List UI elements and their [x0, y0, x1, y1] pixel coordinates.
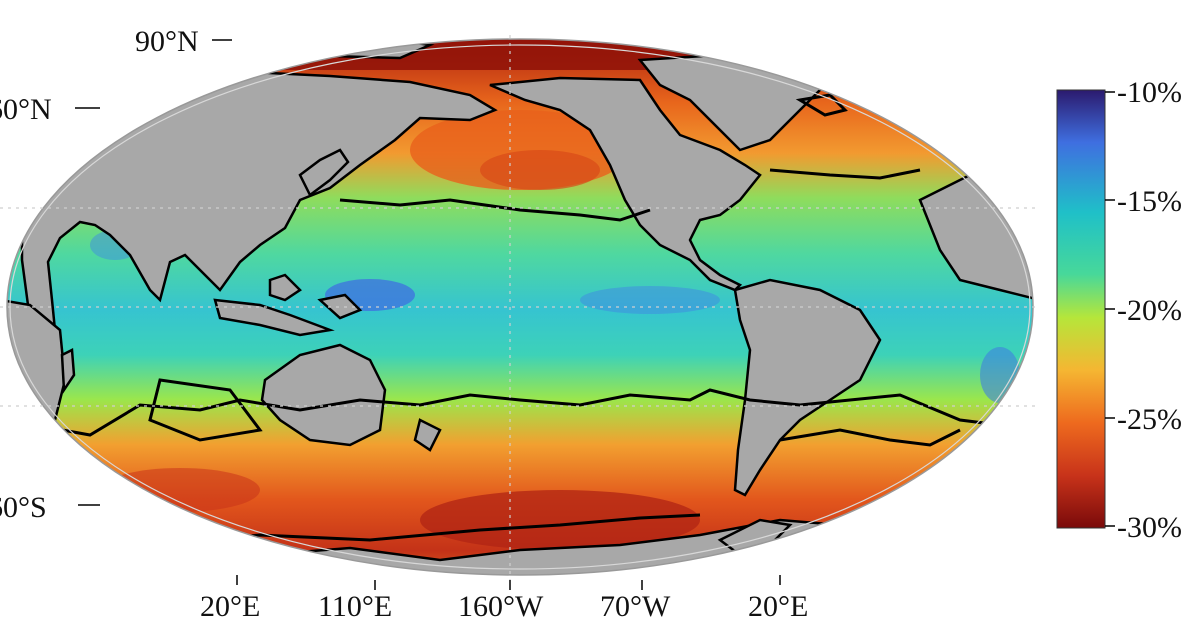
colorbar-tick-label: -10%	[1117, 76, 1182, 109]
lat-label-60n: 60°N	[0, 93, 52, 126]
ocean-field	[7, 39, 1033, 575]
contour-north-pacific	[339, 198, 651, 222]
lat-label-60s: 60°S	[0, 491, 47, 524]
lon-label-70w: 70°W	[600, 590, 671, 623]
colorbar-tick-label: -15%	[1117, 185, 1182, 218]
graticule	[0, 35, 1040, 580]
lon-label-160w: 160°W	[458, 590, 544, 623]
contour-south-atlantic	[779, 428, 961, 447]
colorbar-tick-label: -30%	[1117, 511, 1182, 544]
lon-ticks	[236, 575, 781, 590]
contour-north-atlantic	[769, 168, 921, 180]
lat-label-90n: 90°N	[135, 25, 199, 58]
contours	[34, 93, 1001, 547]
contour-southern-loop	[148, 378, 263, 442]
colorbar-tick-label: -25%	[1117, 403, 1182, 436]
colorbar	[1056, 89, 1106, 529]
contour-southern	[34, 388, 1001, 437]
land-madagascar	[60, 348, 76, 394]
lat-ticks	[75, 39, 232, 506]
colorbar-ticks	[1105, 91, 1115, 527]
lon-label-20e-left: 20°E	[200, 590, 260, 623]
contour-antarctic-ring	[149, 513, 701, 547]
land-japan	[298, 148, 350, 197]
land-australia	[260, 343, 387, 447]
lon-label-110e: 110°E	[318, 590, 392, 623]
colorbar-tick-label: -20%	[1117, 294, 1182, 327]
lon-label-20e-right: 20°E	[748, 590, 808, 623]
land-north-america	[489, 76, 762, 292]
land-eurasia	[20, 70, 498, 362]
